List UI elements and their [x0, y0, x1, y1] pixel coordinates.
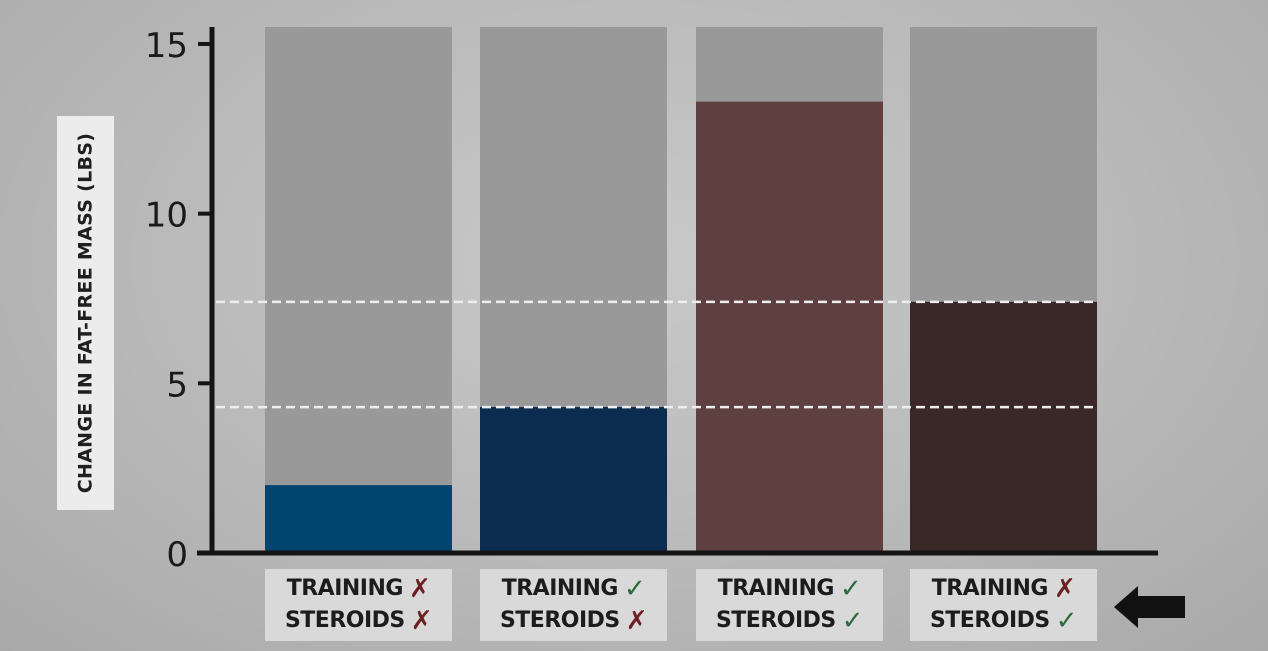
category-label-3: TRAINING ✓ STEROIDS ✓: [696, 569, 883, 641]
y-axis-label-text: CHANGE IN FAT-FREE MASS (LBS): [74, 132, 97, 494]
steroids-label: STEROIDS: [929, 608, 1050, 633]
steroids-label: STEROIDS: [715, 608, 836, 633]
training-mark-icon: ✗: [408, 574, 431, 604]
training-mark-icon: ✓: [623, 574, 646, 604]
y-axis-label: CHANGE IN FAT-FREE MASS (LBS): [57, 116, 114, 510]
steroids-mark-icon: ✓: [1055, 606, 1078, 636]
arrow-left-icon: [1114, 586, 1185, 628]
training-mark-icon: ✓: [839, 574, 862, 604]
arrow-left-shape: [1114, 586, 1185, 628]
bar-track-1: [265, 27, 452, 553]
y-tick-label-0: 0: [166, 535, 188, 575]
steroids-mark-icon: ✓: [841, 606, 864, 636]
steroids-mark-icon: ✗: [625, 606, 648, 636]
y-tick-label-15: 15: [145, 26, 188, 66]
bar-2: [480, 407, 667, 553]
bar-4: [910, 301, 1097, 553]
steroids-label: STEROIDS: [499, 608, 620, 633]
training-label: TRAINING: [501, 576, 619, 601]
training-label: TRAINING: [931, 576, 1049, 601]
training-mark-icon: ✗: [1053, 574, 1076, 604]
steroids-label: STEROIDS: [284, 608, 405, 633]
y-tick-label-5: 5: [166, 365, 188, 405]
category-label-4: TRAINING ✗ STEROIDS ✓: [910, 569, 1097, 641]
steroids-mark-icon: ✗: [410, 606, 433, 636]
category-label-2: TRAINING ✓ STEROIDS ✗: [480, 569, 667, 641]
training-label: TRAINING: [286, 576, 404, 601]
training-label: TRAINING: [717, 576, 835, 601]
y-tick-label-10: 10: [145, 196, 188, 236]
bar-3: [696, 101, 883, 553]
category-label-1: TRAINING ✗ STEROIDS ✗: [265, 569, 452, 641]
bar-1: [265, 485, 452, 553]
